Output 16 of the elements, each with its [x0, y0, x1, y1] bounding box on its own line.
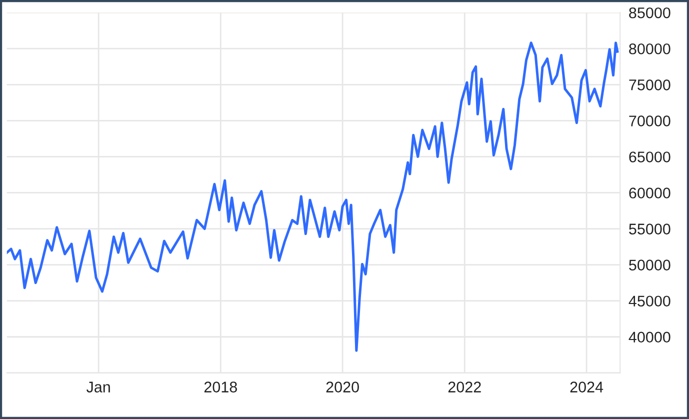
x-tick-label: 2024 [570, 382, 604, 392]
x-tick-label: Jan [86, 382, 110, 392]
y-tick-label: 60000 [629, 188, 670, 198]
x-tick-label: 2018 [204, 382, 237, 392]
line-series [6, 42, 619, 352]
y-tick-label: 75000 [629, 80, 670, 90]
y-tick-label: 80000 [629, 43, 670, 54]
y-tick-label: 50000 [629, 260, 670, 270]
y-tick-label: 85000 [629, 7, 670, 18]
y-tick-label: 65000 [629, 152, 670, 162]
y-tick-label: 55000 [629, 224, 670, 234]
y-tick-label: 40000 [628, 332, 670, 343]
x-tick-label: 2020 [326, 382, 359, 392]
y-tick-label: 45000 [628, 296, 670, 307]
x-tick-label: 2022 [448, 382, 481, 392]
y-tick-label: 70000 [629, 116, 670, 126]
